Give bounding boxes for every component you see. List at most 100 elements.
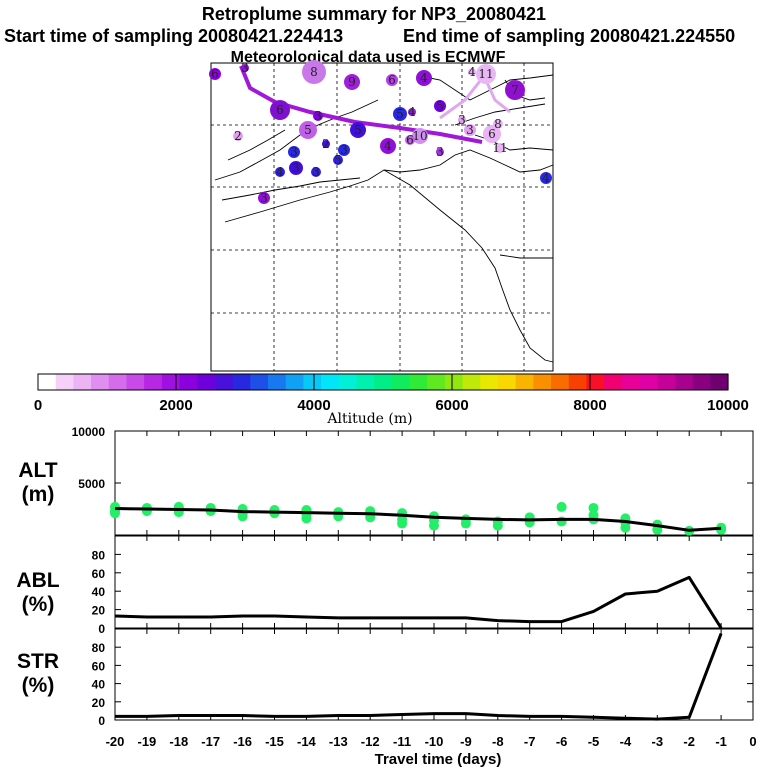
plume-marker <box>275 167 285 177</box>
plume-marker-label: 8 <box>310 65 318 79</box>
plume-marker <box>408 108 416 116</box>
plume-marker <box>302 60 326 84</box>
colorbar-cell <box>674 374 694 390</box>
scatter-point <box>301 513 312 524</box>
plume-marker-label: 6 <box>388 73 396 87</box>
plume-marker <box>209 68 221 80</box>
colorbar-tick-label: 10000 <box>707 397 749 414</box>
plume-marker-label: 8 <box>494 117 502 131</box>
x-tick-label: -10 <box>425 734 444 749</box>
plume-marker-label: 3 <box>466 123 474 137</box>
colorbar-cell <box>427 374 446 390</box>
plume-marker <box>436 148 444 156</box>
colorbar-cell <box>38 374 57 390</box>
colorbar-cell <box>73 374 92 390</box>
x-tick-label: -16 <box>233 734 252 749</box>
plume-marker-label: 3 <box>260 191 268 205</box>
colorbar-cell <box>250 374 269 390</box>
x-tick-label: 0 <box>749 734 756 749</box>
figure-title: Retroplume summary for NP3_20080421 <box>202 4 546 24</box>
plume-marker-label: 3 <box>458 113 466 127</box>
plume-marker <box>386 74 398 86</box>
plume-marker-label: 11 <box>492 141 507 155</box>
end-time-label: End time of sampling 20080421.224550 <box>403 26 735 46</box>
plume-marker <box>476 64 496 84</box>
plume-marker-label: 4 <box>542 171 550 185</box>
plume-marker-label: 10 <box>412 129 427 143</box>
colorbar-cell <box>108 374 128 390</box>
colorbar-cell <box>303 374 322 390</box>
plume-marker <box>258 192 270 204</box>
plume-marker-label: 9 <box>348 75 356 89</box>
plume-marker-label: 6 <box>406 133 414 147</box>
colorbar-cell <box>374 374 393 390</box>
plume-marker <box>322 140 330 148</box>
plume-marker <box>393 107 407 121</box>
x-tick-label: -20 <box>106 734 125 749</box>
x-tick-label: -12 <box>361 734 380 749</box>
y-tick-label: 60 <box>92 567 106 581</box>
plume-marker <box>333 155 343 165</box>
plume-marker <box>289 161 303 175</box>
x-axis: -20 -19 -18 -17 -16 -15 -14 -13 -12 -11 -10 -9 -8 -7-… <box>106 734 757 749</box>
y-tick-label: 20 <box>92 604 106 618</box>
y-tick-label: 60 <box>92 659 106 673</box>
series-line <box>114 507 722 532</box>
x-tick-label: -5 <box>588 734 600 749</box>
plume-marker-label: 5 <box>304 123 312 137</box>
trajectory-line <box>239 65 483 144</box>
plume-marker <box>344 74 360 90</box>
plume-marker <box>241 64 249 72</box>
plume-marker <box>350 122 366 138</box>
abl-axis-label: ABL <box>16 569 59 592</box>
plume-marker-label: 6 <box>211 67 219 81</box>
plume-marker-label: 7 <box>511 83 519 97</box>
scatter-point <box>556 501 567 512</box>
x-tick-label: -4 <box>620 734 632 749</box>
plume-marker-label: 3 <box>436 145 444 159</box>
colorbar-cell <box>604 374 623 390</box>
altitude-colorbar: 0 2000 4000 6000 8000 10000 Altitude (m) <box>34 373 749 427</box>
plume-marker-label: 2 <box>234 129 242 143</box>
plume-marker <box>405 135 415 145</box>
y-tick-label: 80 <box>92 548 106 562</box>
plume-marker <box>464 124 476 136</box>
plume-marker <box>311 167 321 177</box>
x-tick-label: -2 <box>683 734 695 749</box>
plume-marker <box>299 121 317 139</box>
plume-marker-label: 6 <box>488 127 496 141</box>
plume-marker <box>483 125 501 143</box>
alt-axis-unit: (m) <box>22 483 55 506</box>
x-tick-label: -17 <box>201 734 220 749</box>
plume-marker <box>233 131 243 141</box>
colorbar-label: Altitude (m) <box>326 411 412 427</box>
colorbar-cell <box>692 374 711 390</box>
colorbar-cell <box>197 374 216 390</box>
abl-frame <box>114 535 754 629</box>
met-data-label: Meteorological data used is ECMWF <box>231 49 506 66</box>
colorbar-cell <box>144 374 163 390</box>
y-tick-label: 0 <box>98 622 105 636</box>
x-tick-label: -14 <box>297 734 317 749</box>
plume-marker-label: 5 <box>354 123 362 137</box>
colorbar-cell <box>533 374 552 390</box>
plume-marker <box>412 128 428 144</box>
colorbar-cell <box>444 374 464 390</box>
alt-axis-label: ALT <box>18 459 57 482</box>
plume-marker <box>338 144 350 156</box>
colorbar-cell <box>285 374 304 390</box>
plume-marker <box>313 111 323 121</box>
x-tick-label: -3 <box>652 734 664 749</box>
colorbar-cell <box>214 374 234 390</box>
plume-marker-label: 4 <box>408 105 416 119</box>
x-tick-label: -7 <box>524 734 536 749</box>
scatter-point <box>620 522 631 533</box>
colorbar-cell <box>639 374 658 390</box>
colorbar-cell <box>621 374 641 390</box>
colorbar-cell <box>586 374 605 390</box>
colorbar-tick-label: 6000 <box>435 397 468 414</box>
x-tick-label: -19 <box>138 734 157 749</box>
x-tick-label: -1 <box>715 734 727 749</box>
colorbar-cell <box>268 374 287 390</box>
